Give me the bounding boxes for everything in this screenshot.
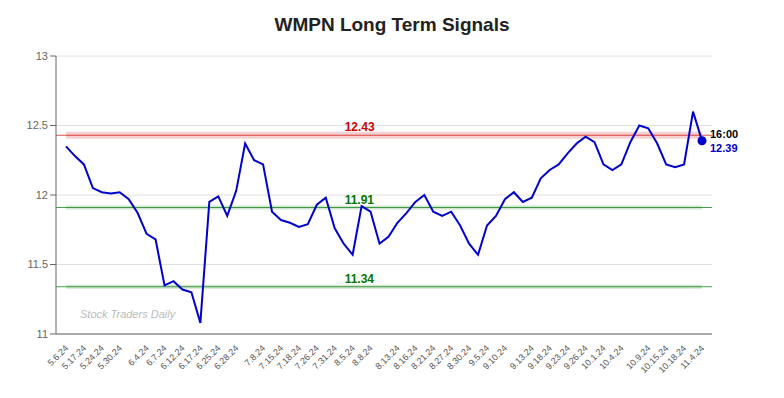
svg-text:10.4.24: 10.4.24 [597, 343, 625, 371]
svg-text:8.27.24: 8.27.24 [427, 343, 456, 372]
svg-text:12.5: 12.5 [27, 119, 48, 131]
svg-text:13: 13 [36, 50, 48, 62]
svg-text:9.18.24: 9.18.24 [525, 343, 554, 372]
svg-text:11: 11 [37, 328, 48, 340]
svg-text:6.12.24: 6.12.24 [158, 343, 187, 372]
svg-text:7.31.24: 7.31.24 [310, 343, 339, 372]
svg-text:11.91: 11.91 [345, 193, 375, 207]
svg-text:6.4.24: 6.4.24 [126, 343, 151, 368]
svg-text:8.30.24: 8.30.24 [445, 343, 474, 372]
svg-text:11.4.24: 11.4.24 [678, 343, 706, 371]
svg-text:7.18.24: 7.18.24 [274, 343, 304, 372]
svg-text:6.25.24: 6.25.24 [194, 343, 223, 372]
svg-text:5.6.24: 5.6.24 [45, 343, 71, 368]
svg-text:8.5.24: 8.5.24 [332, 343, 357, 368]
svg-text:9.5.24: 9.5.24 [466, 343, 492, 368]
svg-text:9.13.24: 9.13.24 [507, 343, 536, 372]
svg-text:16:00: 16:00 [710, 128, 738, 140]
svg-text:6.28.24: 6.28.24 [212, 343, 240, 371]
svg-text:7.26.24: 7.26.24 [292, 343, 322, 372]
svg-text:9.10.24: 9.10.24 [481, 343, 509, 371]
svg-text:7.15.24: 7.15.24 [256, 343, 286, 372]
svg-text:9.26.24: 9.26.24 [561, 343, 590, 372]
svg-text:12: 12 [36, 189, 48, 201]
svg-text:8.16.24: 8.16.24 [391, 343, 420, 372]
svg-text:8.8.24: 8.8.24 [350, 343, 375, 368]
svg-text:6.7.24: 6.7.24 [144, 343, 169, 368]
svg-text:10.18.24: 10.18.24 [656, 343, 689, 375]
svg-text:7.8.24: 7.8.24 [242, 343, 268, 368]
svg-text:11.34: 11.34 [345, 272, 375, 286]
svg-text:8.21.24: 8.21.24 [409, 343, 438, 372]
svg-text:8.13.24: 8.13.24 [373, 343, 402, 372]
svg-text:5.24.24: 5.24.24 [77, 343, 107, 372]
html-text:WMPN Long Term Signals: WMPN Long Term Signals [274, 14, 510, 35]
svg-text:5.17.24: 5.17.24 [59, 343, 89, 372]
svg-text:10.15.24: 10.15.24 [638, 343, 671, 375]
svg-text:5.30.24: 5.30.24 [96, 343, 124, 371]
html-text:Stock Traders Daily: Stock Traders Daily [80, 308, 176, 320]
svg-text:6.17.24: 6.17.24 [176, 343, 205, 372]
svg-text:11.5: 11.5 [27, 258, 48, 270]
svg-text:10.9.24: 10.9.24 [624, 343, 653, 372]
svg-text:9.23.24: 9.23.24 [543, 343, 572, 372]
svg-text:12.43: 12.43 [345, 120, 375, 134]
svg-text:12.39: 12.39 [710, 142, 738, 154]
svg-text:10.1.24: 10.1.24 [579, 343, 608, 372]
